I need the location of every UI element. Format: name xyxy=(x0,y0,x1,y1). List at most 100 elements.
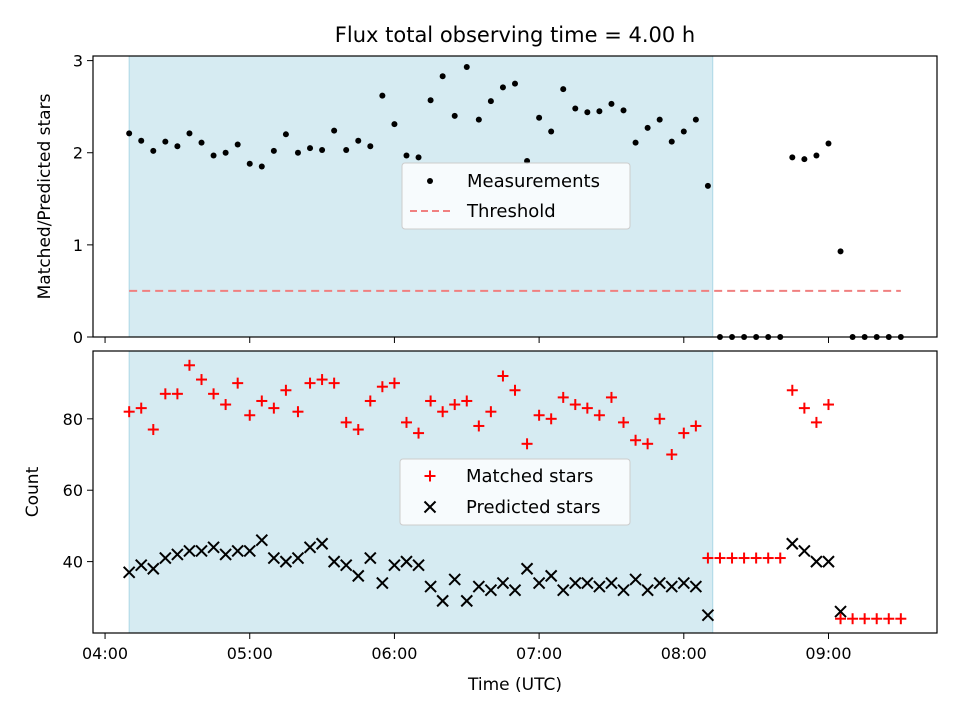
predicted-star-point xyxy=(508,583,522,597)
matched-star-point xyxy=(509,384,521,396)
measurement-point xyxy=(307,145,314,152)
predicted-star-point xyxy=(159,551,172,565)
matched-star-point xyxy=(268,402,280,414)
predicted-star-stroke xyxy=(544,569,558,583)
predicted-star-stroke xyxy=(472,580,486,593)
predicted-star-point xyxy=(183,544,196,558)
predicted-star-point xyxy=(605,576,618,590)
matched-star-point xyxy=(798,402,810,414)
legend-marker-predicted xyxy=(423,500,437,514)
predicted-star-stroke xyxy=(315,537,329,550)
bottom-legend-box xyxy=(399,458,631,526)
measurement-point xyxy=(294,149,301,156)
predicted-star-point xyxy=(557,583,570,597)
predicted-star-stroke xyxy=(448,573,461,586)
measurement-point xyxy=(789,154,796,161)
legend-label-matched: Matched stars xyxy=(466,466,593,487)
predicted-stars-points xyxy=(122,533,847,622)
predicted-star-stroke xyxy=(834,605,847,618)
measurement-point xyxy=(680,128,687,135)
matched-star-point xyxy=(461,395,473,407)
predicted-star-point xyxy=(424,580,437,593)
measurement-point xyxy=(608,100,615,107)
predicted-star-point xyxy=(786,537,799,550)
measurement-point xyxy=(825,140,832,147)
predicted-star-stroke xyxy=(460,594,473,608)
predicted-star-stroke xyxy=(605,576,618,590)
predicted-star-stroke xyxy=(159,551,172,565)
measurement-point xyxy=(126,130,133,137)
predicted-star-stroke xyxy=(279,555,293,568)
measurement-point xyxy=(560,86,567,93)
predicted-star-stroke xyxy=(677,576,691,590)
predicted-star-point xyxy=(364,551,377,565)
predicted-star-point xyxy=(255,533,269,547)
measurement-point xyxy=(584,109,591,116)
matched-star-point xyxy=(437,406,449,418)
predicted-star-stroke xyxy=(400,555,413,568)
matched-star-point xyxy=(786,384,798,396)
predicted-star-stroke xyxy=(195,544,208,558)
predicted-star-stroke xyxy=(327,555,341,568)
measurement-point xyxy=(270,147,277,154)
predicted-star-point xyxy=(569,576,582,590)
matched-star-point xyxy=(280,384,292,396)
matched-star-point xyxy=(171,388,183,400)
matched-star-point xyxy=(340,416,352,428)
matched-star-point xyxy=(690,420,702,432)
measurement-point xyxy=(246,160,253,167)
measurement-point xyxy=(282,131,289,138)
x-tick-label: 08:00 xyxy=(661,644,707,663)
measurement-point xyxy=(379,92,386,99)
matched-star-point xyxy=(545,413,557,425)
predicted-star-point xyxy=(593,580,606,593)
predicted-star-stroke xyxy=(291,551,305,565)
predicted-star-point xyxy=(388,558,401,572)
predicted-star-point xyxy=(701,608,715,622)
predicted-star-stroke xyxy=(183,544,196,558)
matched-star-point xyxy=(425,395,437,407)
measurement-point xyxy=(512,80,518,87)
measurement-point xyxy=(258,163,265,170)
predicted-star-stroke xyxy=(147,562,160,575)
predicted-star-stroke xyxy=(135,558,148,572)
predicted-star-point xyxy=(231,544,244,558)
bottom-y-ticks: 40 60 80 xyxy=(63,410,93,572)
bottom-y-tick-label: 60 xyxy=(63,481,83,500)
measurement-point xyxy=(548,128,555,135)
matched-star-point xyxy=(244,409,256,421)
predicted-star-stroke xyxy=(219,548,232,561)
predicted-star-point xyxy=(822,555,835,568)
measurement-point xyxy=(596,108,603,115)
matched-star-point xyxy=(738,552,750,564)
measurement-point xyxy=(331,127,338,134)
measurement-point xyxy=(403,152,410,159)
measurement-point xyxy=(451,112,458,119)
predicted-star-stroke xyxy=(243,544,256,558)
predicted-star-point xyxy=(520,562,534,575)
top-y-ticks: 0 1 2 3 xyxy=(73,52,93,347)
predicted-star-point xyxy=(315,537,329,550)
bottom-y-tick-label: 80 xyxy=(63,410,83,429)
predicted-star-stroke xyxy=(701,608,715,622)
measurement-point xyxy=(343,146,350,153)
predicted-star-stroke xyxy=(508,583,522,597)
matched-star-point xyxy=(183,359,195,371)
bottom-x-ticks: 04:00 05:00 06:00 07:00 08:00 09:00 xyxy=(82,633,852,663)
chart-title: Flux total observing time = 4.00 h xyxy=(335,23,695,47)
predicted-star-point xyxy=(207,541,220,554)
predicted-star-stroke xyxy=(436,594,449,608)
top-y-tick-label: 2 xyxy=(73,144,83,163)
predicted-star-stroke xyxy=(641,583,654,597)
bottom-axes-frame xyxy=(92,350,938,634)
predicted-star-point xyxy=(798,544,811,558)
measurement-point xyxy=(222,149,229,156)
x-tick-label: 09:00 xyxy=(805,644,851,663)
matched-star-point xyxy=(220,399,232,411)
measurement-point xyxy=(487,98,494,105)
matched-star-point xyxy=(822,399,834,411)
top-y-tick-label: 1 xyxy=(73,236,83,255)
matched-star-point xyxy=(292,406,304,418)
predicted-star-point xyxy=(376,576,389,590)
